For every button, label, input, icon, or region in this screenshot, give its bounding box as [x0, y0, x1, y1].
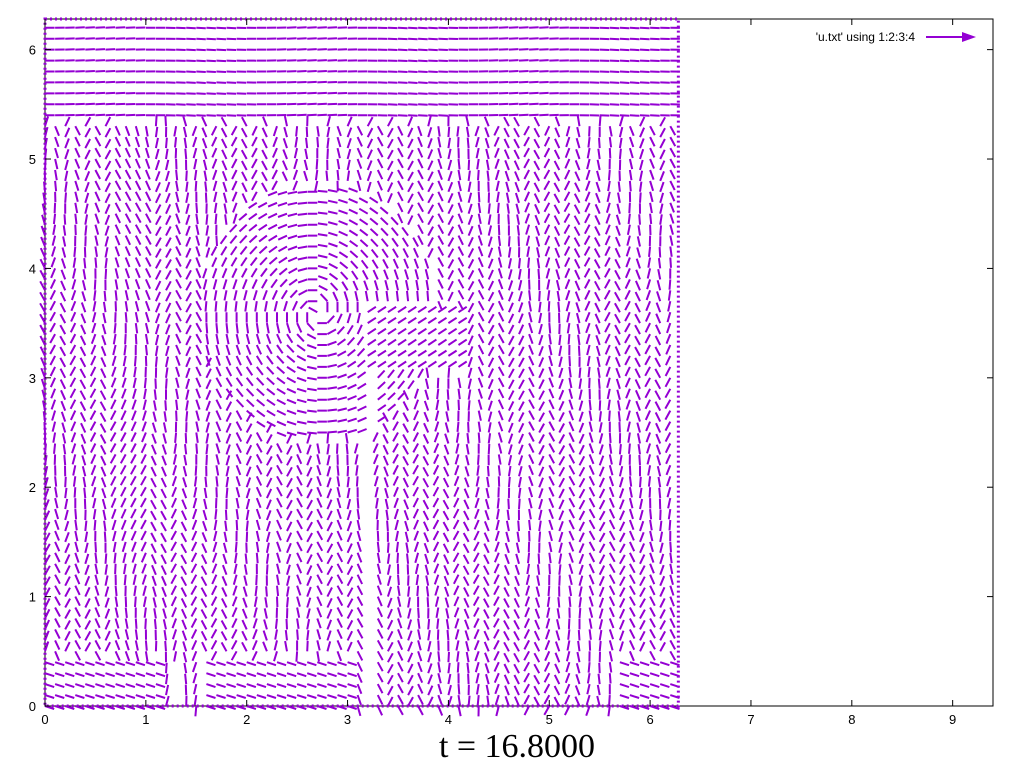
x-tick-label: 1: [142, 712, 149, 727]
x-tick-label: 3: [344, 712, 351, 727]
x-tick-label: 6: [646, 712, 653, 727]
y-tick-label: 1: [29, 590, 36, 605]
legend: 'u.txt' using 1:2:3:4: [816, 30, 976, 44]
x-tick-label: 4: [445, 712, 452, 727]
field-boundary: [43, 17, 680, 708]
y-tick-label: 0: [29, 699, 36, 714]
vector-field-arrows: [39, 17, 680, 717]
x-tick-label: 0: [41, 712, 48, 727]
y-tick-label: 2: [29, 480, 36, 495]
vector-arrows: [39, 26, 680, 717]
y-tick-label: 3: [29, 371, 36, 386]
x-axis: 0 1 2 3 4 5 6 7 8 9: [41, 19, 956, 727]
y-tick-label: 6: [29, 43, 36, 58]
x-tick-label: 2: [243, 712, 250, 727]
y-axis: 0 1 2 3 4 5 6: [29, 43, 993, 714]
time-caption: t = 16.8000: [439, 728, 595, 765]
x-tick-label: 7: [747, 712, 754, 727]
y-tick-label: 5: [29, 152, 36, 167]
legend-arrow-head: [962, 32, 976, 42]
x-tick-label: 5: [546, 712, 553, 727]
x-tick-label: 9: [949, 712, 956, 727]
y-tick-label: 4: [29, 261, 36, 276]
legend-label: 'u.txt' using 1:2:3:4: [816, 30, 916, 44]
x-tick-label: 8: [848, 712, 855, 727]
